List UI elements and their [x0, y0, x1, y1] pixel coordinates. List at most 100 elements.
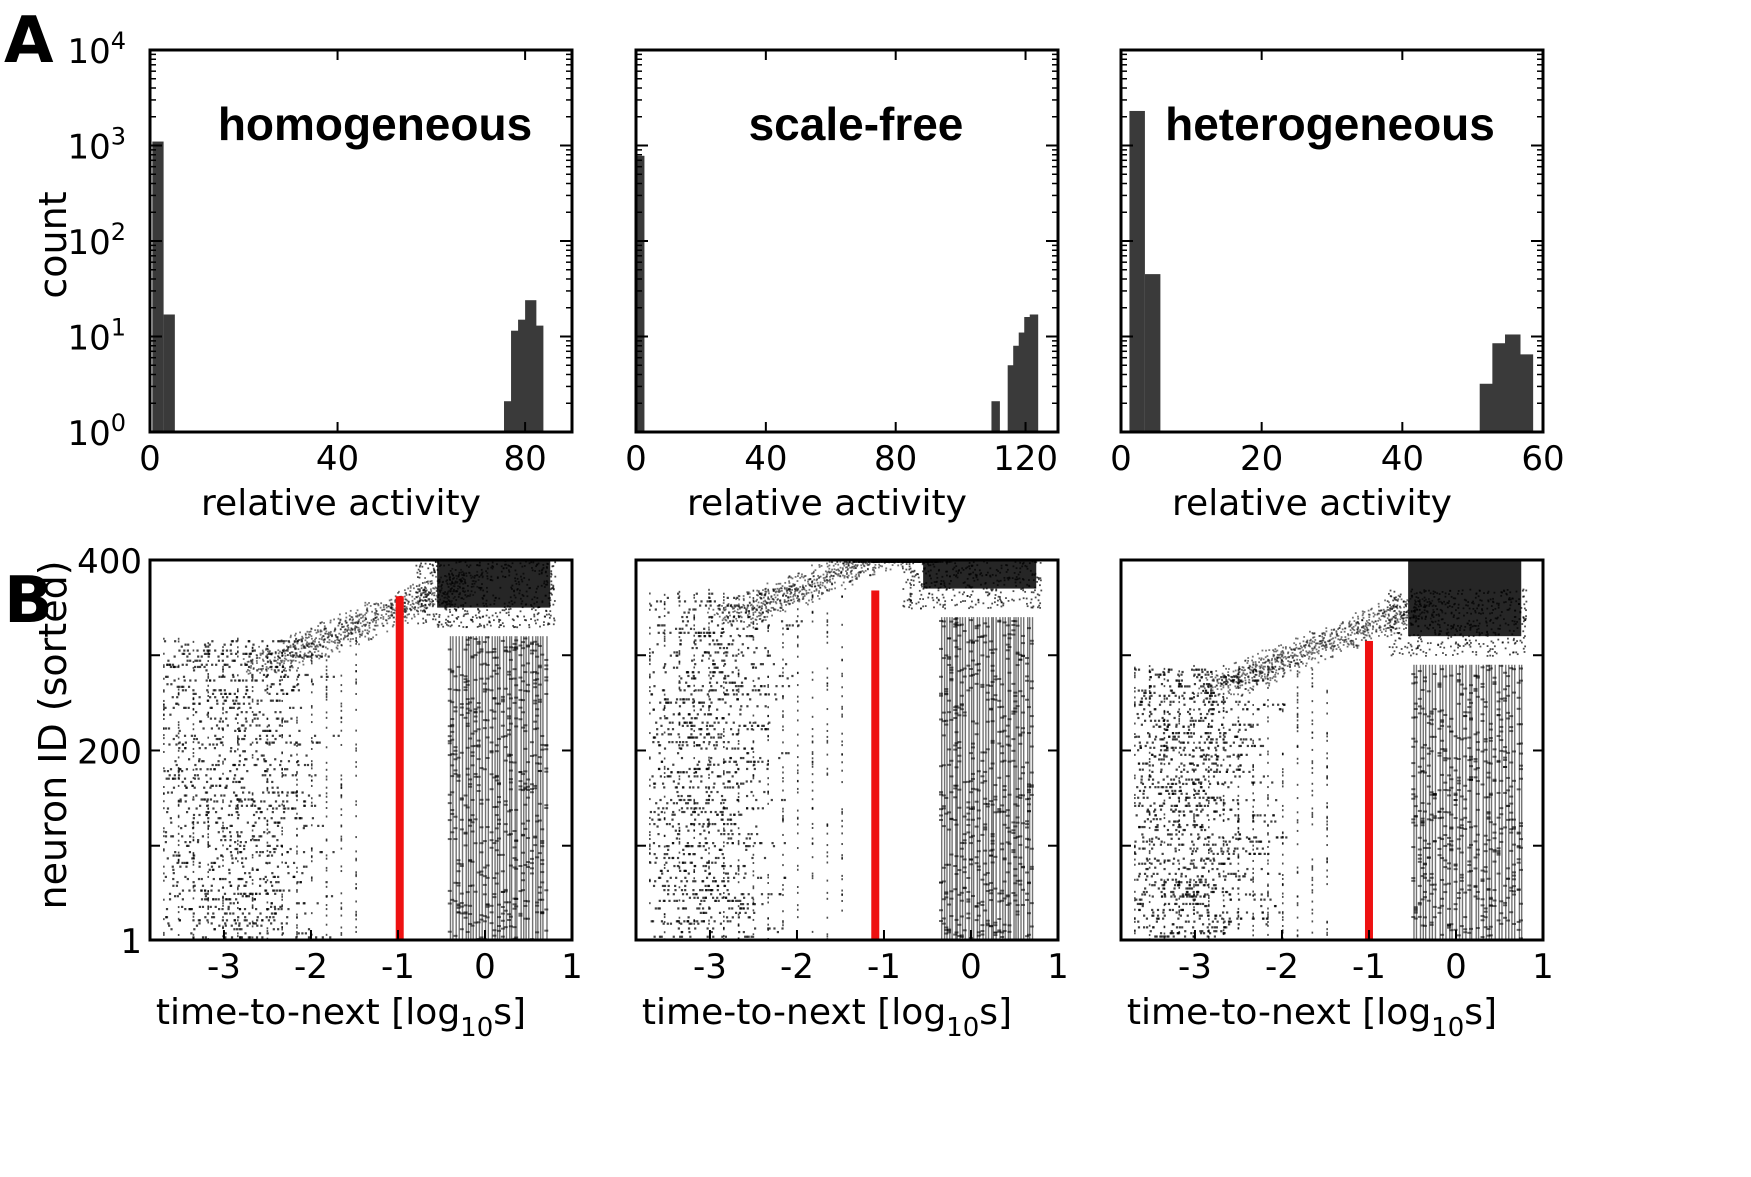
spike-dot — [455, 608, 458, 611]
spike-dot — [736, 733, 739, 736]
spike-dot — [320, 638, 323, 641]
spike-dot — [681, 861, 685, 864]
spike-dot — [177, 839, 180, 842]
spike-dot — [473, 744, 478, 747]
spike-dot — [426, 593, 429, 595]
spike-dot — [447, 699, 452, 702]
spike-dot — [256, 702, 259, 705]
spike-dot — [702, 807, 705, 810]
spike-dot — [248, 669, 251, 672]
spike-dot — [270, 905, 273, 909]
spike-dot — [518, 706, 523, 709]
spike-dot — [477, 608, 480, 611]
spike-dot — [543, 621, 545, 624]
spike-dot — [224, 663, 227, 666]
spike-dot — [269, 881, 273, 884]
spike-dot — [687, 829, 690, 832]
spike-dot — [296, 744, 298, 747]
spike-dot — [514, 867, 519, 870]
spike-dot — [429, 580, 432, 583]
spike-dot — [293, 875, 296, 879]
spike-dot — [245, 711, 248, 714]
spike-dot — [237, 839, 239, 842]
spike-dot — [518, 890, 523, 893]
spike-dot — [690, 822, 694, 826]
spike-dot — [775, 685, 778, 688]
spike-dot — [508, 753, 513, 756]
spike-dot — [175, 884, 178, 887]
spike-dot — [499, 611, 502, 614]
spike-dot — [734, 822, 737, 826]
spike-dot — [265, 741, 268, 744]
spike-dot — [255, 868, 259, 871]
spike-dot — [514, 840, 519, 843]
spike-dot — [521, 606, 524, 609]
spike-dot — [208, 868, 211, 871]
spike-dot — [302, 657, 305, 660]
spike-dot — [691, 646, 694, 650]
spike-dot — [356, 626, 358, 629]
spike-dot — [281, 790, 283, 793]
spike-dot — [478, 586, 480, 589]
spike-dot — [185, 786, 188, 789]
spike-dot — [751, 747, 754, 750]
spike-dot — [422, 591, 425, 594]
spike-dot — [500, 870, 505, 873]
spike-dot — [540, 859, 545, 862]
spike-dot — [473, 818, 478, 821]
spike-dot — [340, 837, 343, 840]
spike-dot — [666, 717, 669, 720]
spike-dot — [722, 646, 726, 650]
spike-dot — [177, 637, 180, 640]
spike-dot — [325, 778, 328, 781]
spike-dot — [466, 564, 468, 567]
spike-dot — [208, 652, 211, 655]
spike-dot — [536, 563, 539, 566]
spike-dot — [251, 754, 254, 757]
spike-dot — [177, 640, 180, 643]
spike-dot — [343, 634, 346, 637]
spike-dot — [773, 927, 776, 930]
spike-dot — [176, 895, 179, 898]
spike-dot — [677, 771, 680, 774]
spike-dot — [709, 635, 712, 638]
spike-dot — [237, 727, 239, 730]
spike-dot — [278, 734, 282, 737]
spike-dot — [738, 833, 741, 836]
spike-dot — [355, 871, 357, 874]
y-axis-label: neuron ID (sorted) — [31, 560, 75, 909]
spike-dot — [523, 899, 528, 902]
spike-dot — [682, 717, 685, 720]
spike-dot — [244, 758, 247, 761]
spike-dot — [550, 587, 553, 590]
spike-dot — [691, 671, 694, 674]
histogram-bar — [1007, 365, 1017, 432]
spike-dot — [325, 839, 328, 842]
spike-dot — [237, 655, 239, 658]
spike-dot — [277, 652, 280, 655]
spike-dot — [192, 933, 195, 936]
spike-dot — [707, 631, 710, 634]
spike-dot — [466, 626, 468, 628]
spike-dot — [323, 622, 325, 624]
spike-dot — [231, 673, 235, 677]
spike-dot — [219, 737, 222, 741]
spike-dot — [294, 648, 296, 651]
spike-dot — [689, 736, 692, 739]
spike-dot — [268, 741, 271, 744]
spike-dot — [281, 767, 283, 770]
spike-dot — [238, 763, 241, 767]
spike-dot — [658, 845, 661, 848]
spike-dot — [550, 583, 553, 586]
spike-dot — [550, 570, 553, 573]
threshold-line — [395, 596, 404, 940]
spike-dot — [537, 770, 542, 773]
spike-dot — [176, 861, 179, 865]
spike-dot — [259, 654, 262, 657]
spike-dot — [273, 912, 276, 915]
spike-dot — [486, 609, 489, 611]
spike-dot — [243, 884, 246, 887]
spike-dot — [198, 865, 201, 868]
spike-dot — [218, 865, 221, 868]
spike-dot — [238, 727, 241, 730]
